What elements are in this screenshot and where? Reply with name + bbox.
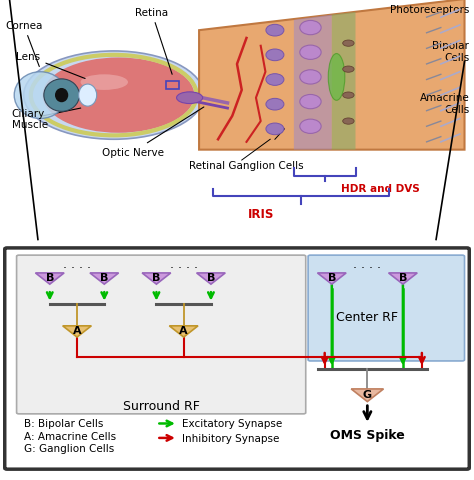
Ellipse shape (300, 95, 321, 109)
FancyBboxPatch shape (5, 249, 469, 469)
Circle shape (343, 119, 354, 125)
Ellipse shape (44, 80, 80, 112)
Text: B: B (399, 273, 407, 282)
Text: Excitatory Synapse: Excitatory Synapse (182, 419, 283, 429)
Text: Surround RF: Surround RF (123, 399, 200, 412)
Polygon shape (142, 273, 171, 285)
Text: B: B (100, 273, 109, 282)
Ellipse shape (81, 75, 128, 91)
Text: Cornea: Cornea (5, 21, 42, 67)
Ellipse shape (24, 52, 204, 140)
Ellipse shape (55, 89, 68, 103)
Polygon shape (318, 273, 346, 285)
Text: Inhibitory Synapse: Inhibitory Synapse (182, 433, 280, 443)
Text: B: B (152, 273, 161, 282)
Polygon shape (199, 0, 465, 150)
Ellipse shape (176, 93, 203, 104)
Text: · · · ·: · · · · (63, 262, 91, 275)
Ellipse shape (300, 120, 321, 134)
Text: OMS Spike: OMS Spike (330, 429, 405, 442)
Ellipse shape (328, 54, 345, 101)
Ellipse shape (266, 25, 284, 37)
Polygon shape (36, 273, 64, 285)
Ellipse shape (300, 22, 321, 36)
Ellipse shape (266, 50, 284, 61)
Text: Retina: Retina (135, 8, 172, 75)
Polygon shape (389, 273, 417, 285)
Polygon shape (294, 15, 332, 150)
Text: A: A (73, 325, 82, 335)
Ellipse shape (266, 74, 284, 86)
Polygon shape (169, 326, 198, 337)
Text: B: B (328, 273, 336, 282)
Circle shape (343, 67, 354, 73)
Text: B: Bipolar Cells: B: Bipolar Cells (24, 419, 103, 429)
FancyBboxPatch shape (308, 255, 465, 361)
Polygon shape (63, 326, 91, 337)
Text: · · · ·: · · · · (353, 262, 382, 275)
Text: Photoreceptors: Photoreceptors (390, 5, 469, 15)
Text: Retinal Ganglion Cells: Retinal Ganglion Cells (189, 161, 304, 171)
Text: A: A (179, 325, 188, 335)
Ellipse shape (300, 71, 321, 85)
Text: B: B (46, 273, 54, 282)
Text: Bipolar
Cells: Bipolar Cells (432, 41, 469, 62)
Ellipse shape (79, 85, 97, 107)
Text: Amacrine
Cells: Amacrine Cells (419, 93, 469, 114)
Text: · · · ·: · · · · (170, 262, 198, 275)
Bar (166, 82, 179, 89)
Polygon shape (90, 273, 118, 285)
Text: HDR and DVS: HDR and DVS (341, 184, 420, 194)
Text: B: B (207, 273, 215, 282)
Ellipse shape (266, 99, 284, 111)
Text: IRIS: IRIS (247, 207, 274, 220)
Ellipse shape (300, 46, 321, 60)
Polygon shape (332, 13, 356, 150)
Polygon shape (197, 273, 225, 285)
Text: Optic Nerve: Optic Nerve (102, 108, 204, 158)
Ellipse shape (43, 58, 194, 133)
Circle shape (343, 93, 354, 99)
Text: Lens: Lens (17, 52, 85, 79)
Text: G: G (363, 389, 372, 399)
FancyBboxPatch shape (17, 255, 306, 414)
Ellipse shape (266, 124, 284, 135)
Text: Ciliary
Muscle: Ciliary Muscle (12, 108, 48, 130)
Text: Center RF: Center RF (337, 310, 398, 324)
Ellipse shape (14, 72, 66, 119)
Polygon shape (351, 389, 383, 402)
Text: G: Ganglion Cells: G: Ganglion Cells (24, 443, 114, 453)
Circle shape (343, 41, 354, 47)
Text: A: Amacrine Cells: A: Amacrine Cells (24, 431, 116, 441)
